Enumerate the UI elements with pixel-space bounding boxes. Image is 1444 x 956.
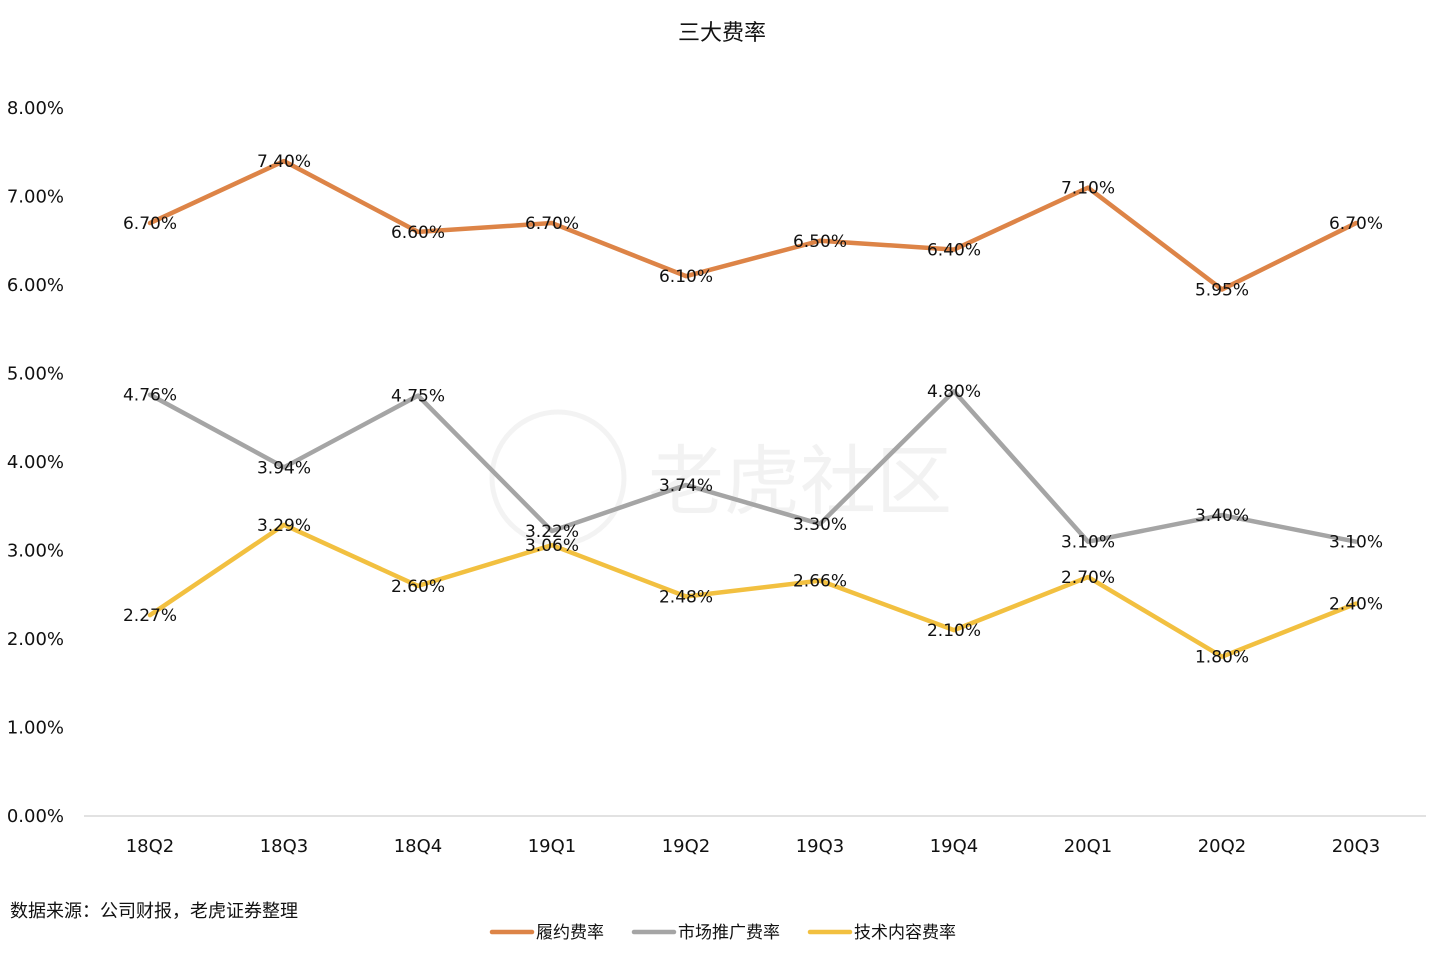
x-tick-label: 18Q4 — [394, 836, 443, 857]
legend: 履约费率 市场推广费率 技术内容费率 — [489, 923, 956, 943]
x-tick-label: 20Q1 — [1064, 836, 1113, 857]
x-tick-label: 19Q1 — [528, 836, 577, 857]
series-line-0 — [147, 158, 1359, 292]
x-tick-label: 18Q3 — [260, 836, 309, 857]
x-tick-label: 20Q2 — [1198, 836, 1247, 857]
data-label: 3.30% — [793, 515, 847, 535]
data-label: 2.27% — [123, 606, 177, 626]
legend-label: 市场推广费率 — [678, 923, 780, 943]
data-label: 3.94% — [257, 458, 311, 478]
data-label: 3.22% — [525, 522, 579, 542]
data-label: 5.95% — [1195, 280, 1249, 300]
data-label: 3.10% — [1061, 533, 1115, 553]
data-label: 3.06% — [525, 536, 579, 556]
y-tick-label: 4.00% — [7, 452, 64, 473]
x-axis: 18Q2 18Q3 18Q4 19Q1 19Q2 19Q3 19Q4 20Q1 20Q2 20Q3 — [126, 836, 1381, 857]
data-label: 2.48% — [659, 588, 713, 608]
x-tick-label: 20Q3 — [1332, 836, 1381, 857]
y-tick-label: 5.00% — [7, 364, 64, 385]
legend-item: 履约费率 — [489, 923, 604, 943]
data-labels-layer: 6.70% 7.40% 6.60% 6.70% 6.10% 6.50% 6.40% 7.10%… — [123, 152, 1383, 668]
data-label: 6.10% — [659, 267, 713, 287]
x-tick-label: 18Q2 — [126, 836, 175, 857]
x-tick-label: 19Q4 — [930, 836, 979, 857]
y-tick-label: 1.00% — [7, 718, 64, 739]
series-line-2 — [147, 522, 1359, 659]
data-label: 2.60% — [391, 577, 445, 597]
data-label: 6.40% — [927, 241, 981, 261]
legend-label: 履约费率 — [536, 923, 604, 943]
watermark: 老虎社区 — [489, 409, 952, 547]
data-label: 2.40% — [1329, 595, 1383, 615]
series-line-1 — [147, 388, 1359, 544]
x-tick-label: 19Q3 — [796, 836, 845, 857]
data-label: 3.10% — [1329, 533, 1383, 553]
data-label: 6.70% — [1329, 214, 1383, 234]
data-label: 6.70% — [123, 214, 177, 234]
data-label: 6.50% — [793, 232, 847, 252]
data-label: 4.80% — [927, 382, 981, 402]
source-note: 数据来源：公司财报，老虎证券整理 — [10, 901, 298, 922]
data-label: 1.80% — [1195, 648, 1249, 668]
y-tick-label: 6.00% — [7, 275, 64, 296]
data-label: 3.29% — [257, 516, 311, 536]
chart-title: 三大费率 — [678, 21, 766, 46]
data-label: 7.10% — [1061, 179, 1115, 199]
x-tick-label: 19Q2 — [662, 836, 711, 857]
data-label: 7.40% — [257, 152, 311, 172]
data-label: 3.74% — [659, 476, 713, 496]
y-tick-label: 8.00% — [7, 98, 64, 119]
data-label: 4.75% — [391, 387, 445, 407]
data-label: 2.10% — [927, 621, 981, 641]
data-label: 4.76% — [123, 386, 177, 406]
y-axis: 0.00% 1.00% 2.00% 3.00% 4.00% 5.00% 6.00% 7.00%… — [7, 98, 64, 827]
legend-item: 市场推广费率 — [631, 923, 780, 943]
legend-label: 技术内容费率 — [854, 923, 956, 943]
y-tick-label: 3.00% — [7, 541, 64, 562]
series-layer — [147, 158, 1359, 659]
legend-item: 技术内容费率 — [807, 923, 956, 943]
data-label: 6.70% — [525, 214, 579, 234]
watermark-logo-icon — [489, 409, 627, 547]
y-tick-label: 0.00% — [7, 806, 64, 827]
y-tick-label: 7.00% — [7, 187, 64, 208]
data-label: 6.60% — [391, 223, 445, 243]
watermark-text: 老虎社区 — [648, 437, 952, 526]
data-label: 2.66% — [793, 572, 847, 592]
data-label: 3.40% — [1195, 506, 1249, 526]
data-label: 2.70% — [1061, 568, 1115, 588]
y-tick-label: 2.00% — [7, 629, 64, 650]
